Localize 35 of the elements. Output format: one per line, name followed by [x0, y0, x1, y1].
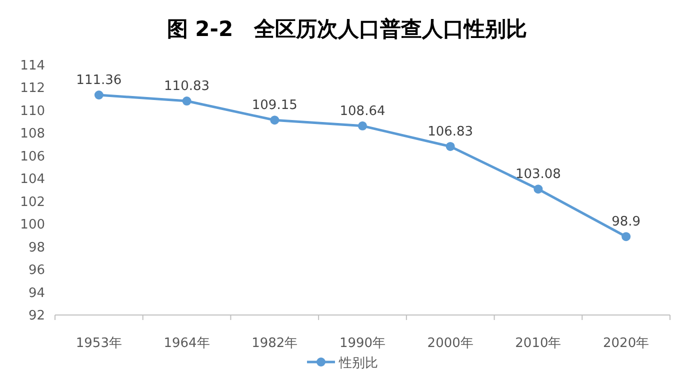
- x-tick-label: 2020年: [603, 336, 650, 351]
- chart-title: 图 2-2 全区历次人口普查人口性别比: [166, 17, 528, 41]
- x-tick-label: 2010年: [515, 336, 562, 351]
- x-tick-label: 1982年: [252, 336, 298, 351]
- y-tick-label: 94: [28, 286, 45, 301]
- legend-label: 性别比: [338, 356, 378, 371]
- data-label: 106.83: [428, 124, 474, 140]
- data-label: 98.9: [612, 214, 641, 230]
- data-label: 108.64: [340, 104, 386, 119]
- data-label: 110.83: [164, 79, 210, 94]
- y-tick-label: 98: [28, 240, 45, 256]
- data-label: 103.08: [515, 167, 561, 182]
- y-tick-label: 104: [20, 172, 45, 188]
- x-tick-label: 1964年: [164, 336, 210, 351]
- y-tick-label: 100: [20, 218, 45, 233]
- y-tick-label: 96: [28, 263, 45, 278]
- data-label: 111.36: [76, 73, 122, 88]
- y-tick-label: 114: [20, 58, 45, 74]
- y-tick-label: 110: [20, 104, 45, 119]
- y-tick-label: 92: [28, 308, 45, 324]
- point: [270, 116, 280, 125]
- y-tick-label: 108: [20, 126, 45, 142]
- point: [446, 142, 455, 151]
- y-tick-label: 102: [20, 194, 45, 210]
- point: [358, 121, 367, 130]
- y-tick-label: 112: [20, 81, 45, 96]
- point: [534, 184, 543, 194]
- x-tick-label: 2000年: [427, 336, 474, 351]
- x-tick-label: 1953年: [76, 336, 122, 351]
- point: [182, 96, 192, 106]
- point: [94, 90, 104, 100]
- y-tick-label: 106: [20, 149, 45, 164]
- point: [622, 232, 631, 242]
- data-label: 109.15: [252, 98, 298, 114]
- x-tick-label: 1990年: [339, 336, 386, 351]
